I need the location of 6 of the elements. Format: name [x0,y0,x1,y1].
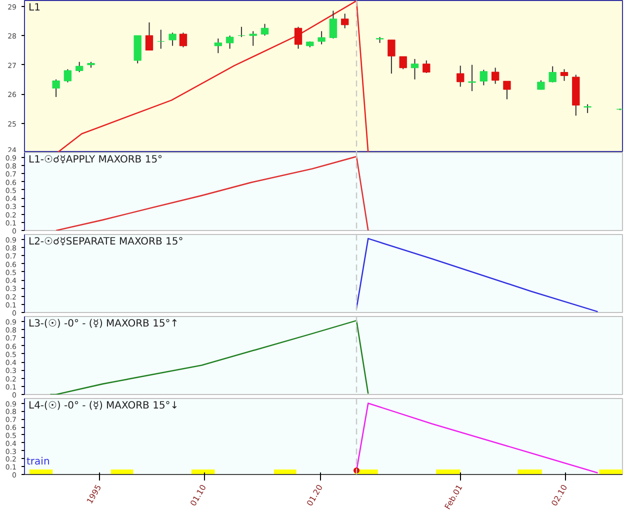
chart-title: L2-☉☌☿SEPARATE MAXORB 15° [28,236,184,248]
chart-title: L1 [28,2,40,14]
chart-title: L4-(☉) -0° - (☿) MAXORB 15°↓ [28,400,179,412]
chart-title: L1-☉☌☿APPLY MAXORB 15° [28,154,163,166]
annotation: train [26,456,50,468]
chart-title: L3-(☉) -0° - (☿) MAXORB 15°↑ [28,318,179,330]
